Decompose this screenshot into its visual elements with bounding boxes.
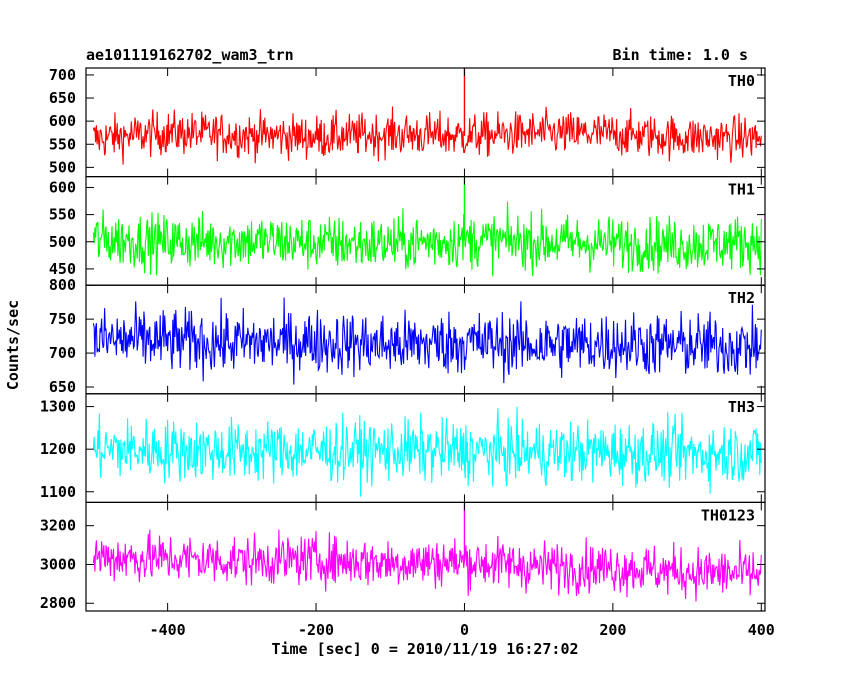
y-tick-label: 700	[49, 344, 76, 362]
x-tick-label: -200	[298, 621, 334, 639]
series-line-th1	[92, 201, 762, 277]
y-tick-label: 1300	[40, 398, 76, 416]
panel-label-th2: TH2	[728, 289, 755, 307]
panel-label-th3: TH3	[728, 398, 755, 416]
panel-label-th0123: TH0123	[701, 506, 755, 524]
panel-frame-th0123	[85, 501, 766, 612]
bin-time-label: Bin time: 1.0 s	[613, 46, 748, 64]
series-line-th0123	[92, 529, 762, 602]
y-tick-label: 3000	[40, 555, 76, 573]
x-tick-label: 200	[599, 621, 626, 639]
series-line-th2	[92, 297, 762, 385]
y-tick-label: 550	[49, 206, 76, 224]
x-tick-label: 400	[748, 621, 775, 639]
y-tick-label: 3200	[40, 517, 76, 535]
y-tick-label: 600	[49, 112, 76, 130]
y-tick-label: 700	[49, 66, 76, 84]
y-tick-label: 650	[49, 89, 76, 107]
x-tick-label: 0	[460, 621, 469, 639]
y-tick-label: 550	[49, 135, 76, 153]
y-tick-label: 750	[49, 310, 76, 328]
chart-title: ae101119162702_wam3_trn	[86, 46, 294, 64]
y-tick-label: 1100	[40, 483, 76, 501]
x-tick-label: -400	[150, 621, 186, 639]
series-line-th0	[92, 106, 762, 165]
y-tick-label: 1200	[40, 440, 76, 458]
y-tick-label: 800	[49, 276, 76, 294]
panel-label-th1: TH1	[728, 181, 755, 199]
y-axis-label: Counts/sec	[4, 300, 22, 390]
y-tick-label: 500	[49, 158, 76, 176]
series-line-th3	[92, 406, 762, 497]
y-tick-label: 500	[49, 233, 76, 251]
x-axis-label: Time [sec] 0 = 2010/11/19 16:27:02	[271, 640, 578, 658]
y-tick-label: 650	[49, 378, 76, 396]
y-tick-label: 450	[49, 260, 76, 278]
panels-group: 500 550 600 650 700 TH0 450 500 550 600 TH1 650 700 7…	[40, 66, 775, 639]
panel-label-th0: TH0	[728, 72, 755, 90]
y-tick-label: 600	[49, 178, 76, 196]
y-tick-label: 2800	[40, 594, 76, 612]
